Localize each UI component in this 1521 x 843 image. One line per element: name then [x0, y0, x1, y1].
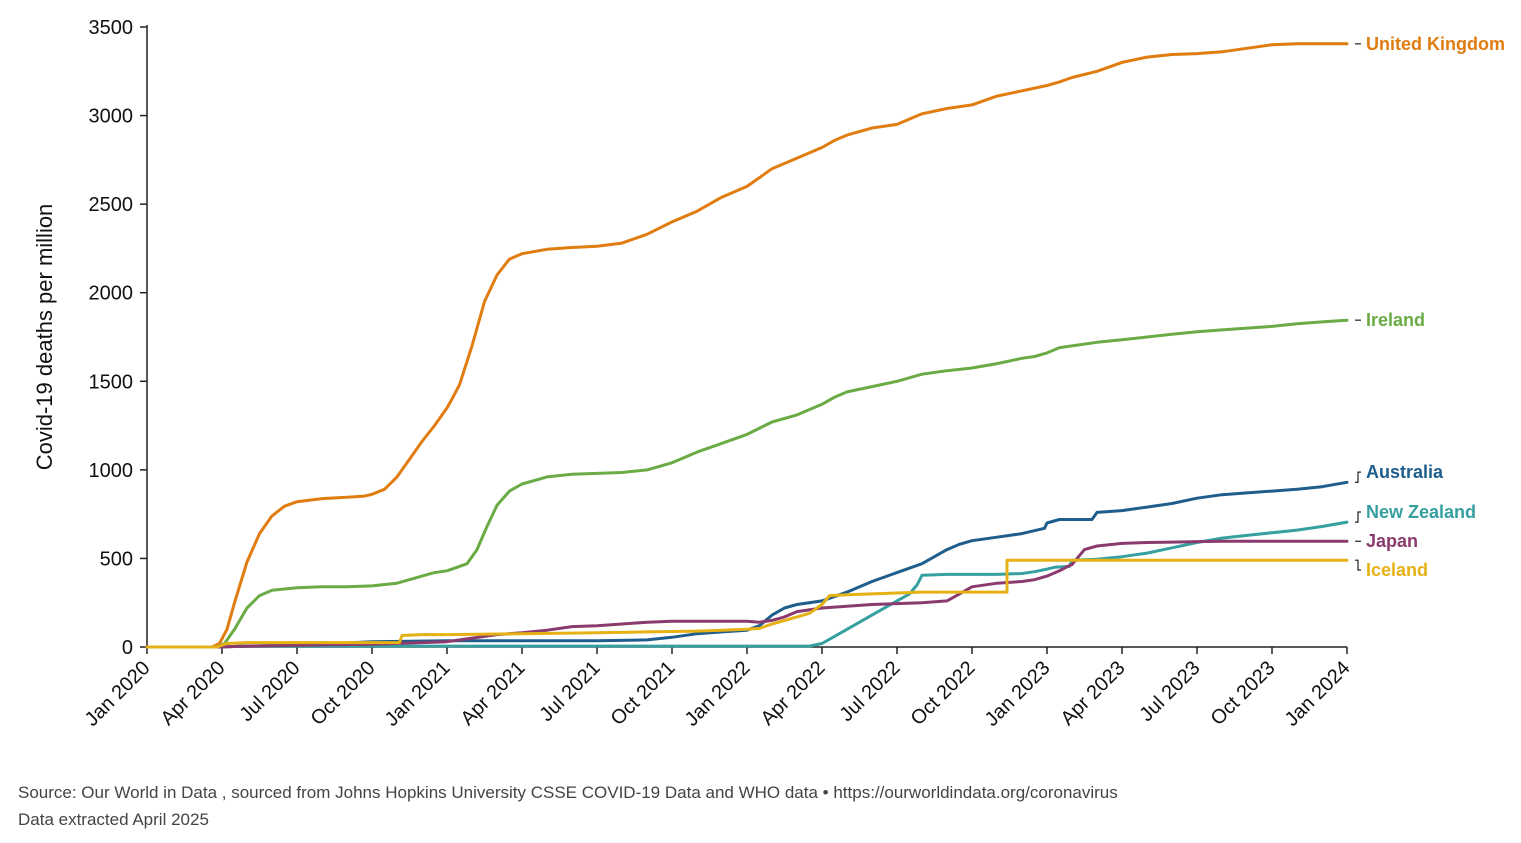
y-tick-label: 0: [122, 637, 133, 659]
series-line-iceland: [145, 558, 1349, 649]
y-tick-label: 3000: [89, 106, 134, 128]
y-tick-label: 1500: [89, 371, 134, 393]
x-tick-label: Jul 2023: [1136, 657, 1205, 726]
series-label-australia: Australia: [1366, 462, 1444, 482]
label-connector-iceland: [1355, 559, 1361, 571]
label-connector-new-zealand: [1355, 511, 1361, 523]
series-label-iceland: Iceland: [1366, 560, 1428, 580]
y-tick-label: 3500: [89, 17, 134, 39]
x-tick-label: Oct 2023: [1207, 657, 1280, 730]
x-tick-label: Jan 2021: [381, 657, 455, 731]
x-tick-label: Apr 2023: [1057, 657, 1130, 730]
series-line-new-zealand: [145, 520, 1349, 649]
series-labels: United Kingdom Ireland Australia New Zealan…: [1355, 34, 1505, 580]
x-tick-label: Oct 2020: [307, 657, 380, 730]
x-tick-label: Apr 2020: [157, 657, 230, 730]
x-tick-label: Jan 2023: [981, 657, 1055, 731]
series-label-united-kingdom: United Kingdom: [1366, 34, 1505, 54]
x-tick-label: Jan 2022: [681, 657, 755, 731]
y-axis-title: Covid-19 deaths per million: [32, 204, 57, 471]
series-label-japan: Japan: [1366, 531, 1418, 551]
x-tick-label: Apr 2022: [757, 657, 830, 730]
series-line-united-kingdom: [145, 42, 1349, 649]
series-label-new-zealand: New Zealand: [1366, 502, 1476, 522]
x-tick-label: Jan 2024: [1281, 657, 1355, 731]
label-connector-australia: [1355, 471, 1361, 483]
footer-extracted: Data extracted April 2025: [18, 810, 209, 829]
y-tick-label: 1000: [89, 460, 134, 482]
y-tick-label: 2000: [89, 283, 134, 305]
x-tick-label: Jan 2020: [81, 657, 155, 731]
y-tick-label: 500: [100, 548, 133, 570]
footer-source: Source: Our World in Data , sourced from…: [18, 783, 1118, 802]
x-tick-label: Jul 2021: [536, 657, 605, 726]
x-tick-label: Jul 2022: [836, 657, 905, 726]
x-tick-label: Jul 2020: [236, 657, 305, 726]
x-tick-label: Oct 2021: [607, 657, 680, 730]
series-label-ireland: Ireland: [1366, 310, 1425, 330]
series-line-australia: [145, 480, 1349, 649]
series-lines: [145, 42, 1349, 649]
x-tick-label: Apr 2021: [457, 657, 530, 730]
series-line-ireland: [145, 318, 1349, 649]
x-tick-label: Oct 2022: [907, 657, 980, 730]
y-tick-label: 2500: [89, 194, 134, 216]
